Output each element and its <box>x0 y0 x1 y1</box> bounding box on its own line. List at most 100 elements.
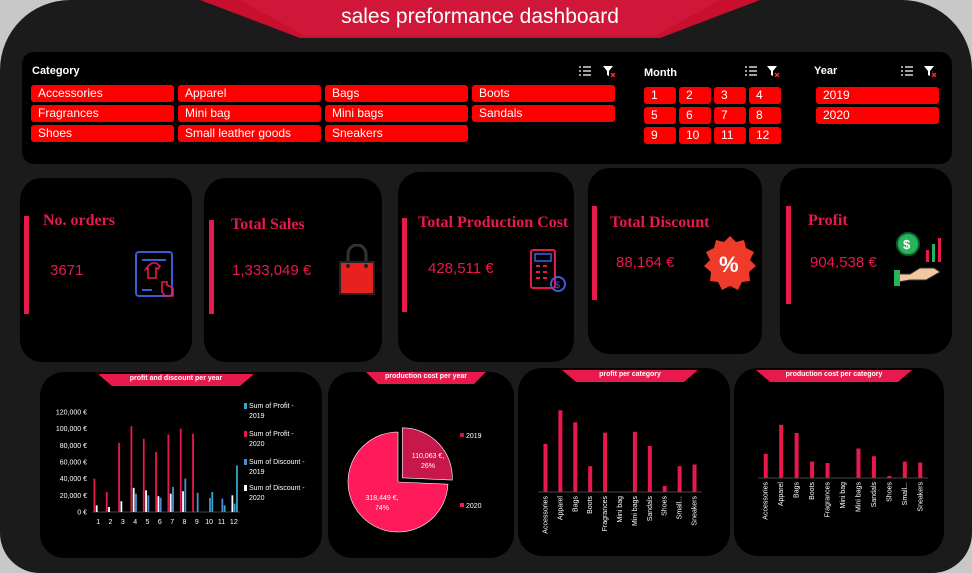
x-tick-label: 11 <box>218 519 225 526</box>
x-tick-label: Boots <box>587 496 594 514</box>
chart-title: profit per category <box>599 371 661 378</box>
kpi-accent-bar <box>24 216 29 314</box>
x-tick-label: 6 <box>158 519 162 526</box>
month-option[interactable]: 11 <box>714 127 746 144</box>
shopping-bag-icon <box>339 244 375 295</box>
kpi-label: Total Production Cost <box>418 214 569 231</box>
legend-swatch <box>460 503 464 507</box>
category-option[interactable]: Sneakers <box>325 125 468 142</box>
svg-text:$: $ <box>555 280 560 290</box>
chart-card-cost-category: production cost per category Accessories… <box>734 368 944 556</box>
month-option[interactable]: 9 <box>644 127 676 144</box>
month-clear-filter-icon[interactable] <box>766 65 780 77</box>
kpi-accent-bar <box>402 218 407 312</box>
x-tick-label: Accessories <box>763 482 770 520</box>
bar <box>108 507 110 512</box>
x-tick-label: 4 <box>133 519 137 526</box>
pie-data-label: 110,063 €, <box>412 453 445 460</box>
bar <box>179 428 182 512</box>
x-tick-label: Bags <box>572 496 579 512</box>
chart-title: production cost per category <box>785 371 883 378</box>
category-option[interactable]: Boots <box>472 85 615 102</box>
bar <box>221 498 224 512</box>
multi-select-icon[interactable] <box>578 65 592 77</box>
kpi-card-discount: Total Discount 88,164 € % <box>588 168 762 354</box>
year-multi-select-icon[interactable] <box>900 65 914 77</box>
kpi-card-production-cost: Total Production Cost 428,511 € $ <box>398 172 574 362</box>
month-option[interactable]: 1 <box>644 87 676 104</box>
month-option[interactable]: 10 <box>679 127 711 144</box>
x-tick-label: Accessories <box>542 496 549 534</box>
kpi-value: 3671 <box>50 262 84 279</box>
month-option[interactable]: 6 <box>679 107 711 124</box>
bar <box>120 501 123 512</box>
legend-entry: Sum of Profit - <box>249 403 294 410</box>
bar <box>558 410 563 492</box>
month-option[interactable]: 8 <box>749 107 781 124</box>
year-clear-filter-icon[interactable] <box>923 65 937 77</box>
legend-entry: Sum of Discount - <box>249 485 305 492</box>
category-option[interactable]: Mini bags <box>325 105 468 122</box>
x-tick-label: Apparel <box>557 496 564 521</box>
title-banner-shape <box>200 0 760 38</box>
cost-category-chart: Accessories Apparel Bags Boots Fragrances Min… <box>758 424 928 520</box>
x-tick-label: Mini bag <box>840 482 847 509</box>
x-tick-label: 12 <box>230 519 238 526</box>
y-tick-label: 20,000 € <box>60 493 87 500</box>
legend-swatch <box>244 459 247 465</box>
category-option[interactable]: Apparel <box>178 85 321 102</box>
category-option[interactable]: Accessories <box>31 85 174 102</box>
bar <box>902 461 907 478</box>
x-tick-label: Boots <box>809 482 816 500</box>
x-tick-label: 1 <box>96 519 100 526</box>
month-option[interactable]: 12 <box>749 127 781 144</box>
month-multi-select-icon[interactable] <box>744 65 758 77</box>
month-option[interactable]: 2 <box>679 87 711 104</box>
legend-entry-year: 2019 <box>249 413 265 420</box>
pie-data-label: 74% <box>375 505 389 512</box>
bar <box>677 466 682 492</box>
kpi-value: 428,511 € <box>428 260 494 277</box>
bar <box>779 424 784 478</box>
bar <box>825 463 830 478</box>
x-tick-label: Sneakers <box>917 482 924 512</box>
bar <box>132 487 135 512</box>
category-option[interactable]: Fragrances <box>31 105 174 122</box>
kpi-label: Profit <box>808 212 848 229</box>
bar <box>118 442 120 512</box>
bar <box>209 497 211 512</box>
bar <box>810 461 815 478</box>
bar <box>159 497 162 512</box>
month-option[interactable]: 7 <box>714 107 746 124</box>
category-option[interactable]: Sandals <box>472 105 615 122</box>
bar <box>142 438 145 512</box>
year-option[interactable]: 2020 <box>816 107 939 124</box>
order-tablet-icon <box>135 251 174 297</box>
month-option[interactable]: 4 <box>749 87 781 104</box>
year-option[interactable]: 2019 <box>816 87 939 104</box>
chart-card-profit-category: profit per category Accessories Apparel Ba… <box>518 368 730 556</box>
bar <box>147 495 150 512</box>
slicer-panel: Category Month Year Accessories Apparel Ba… <box>22 52 952 164</box>
y-tick-label: 60,000 € <box>60 460 87 467</box>
category-option[interactable]: Bags <box>325 85 468 102</box>
legend-entry: 2019 <box>466 433 482 440</box>
category-option[interactable]: Small leather goods <box>178 125 321 142</box>
kpi-value: 904,538 € <box>810 254 877 271</box>
kpi-value: 1,333,049 € <box>232 262 312 279</box>
bar <box>647 445 652 492</box>
svg-text:%: % <box>719 252 739 277</box>
x-tick-label: Bags <box>794 482 801 498</box>
category-option[interactable]: Shoes <box>31 125 174 142</box>
month-option[interactable]: 3 <box>714 87 746 104</box>
clear-filter-icon[interactable] <box>602 65 616 77</box>
x-tick-label: Sandals <box>647 496 654 522</box>
category-option[interactable]: Mini bag <box>178 105 321 122</box>
legend-swatch <box>244 485 247 491</box>
chart-card-profit-discount: profit and discount per year 0 € 20,000 €… <box>40 372 322 558</box>
bar <box>692 464 697 492</box>
discount-badge-icon: % <box>704 236 756 290</box>
year-slicer-title: Year <box>814 65 838 77</box>
month-option[interactable]: 5 <box>644 107 676 124</box>
